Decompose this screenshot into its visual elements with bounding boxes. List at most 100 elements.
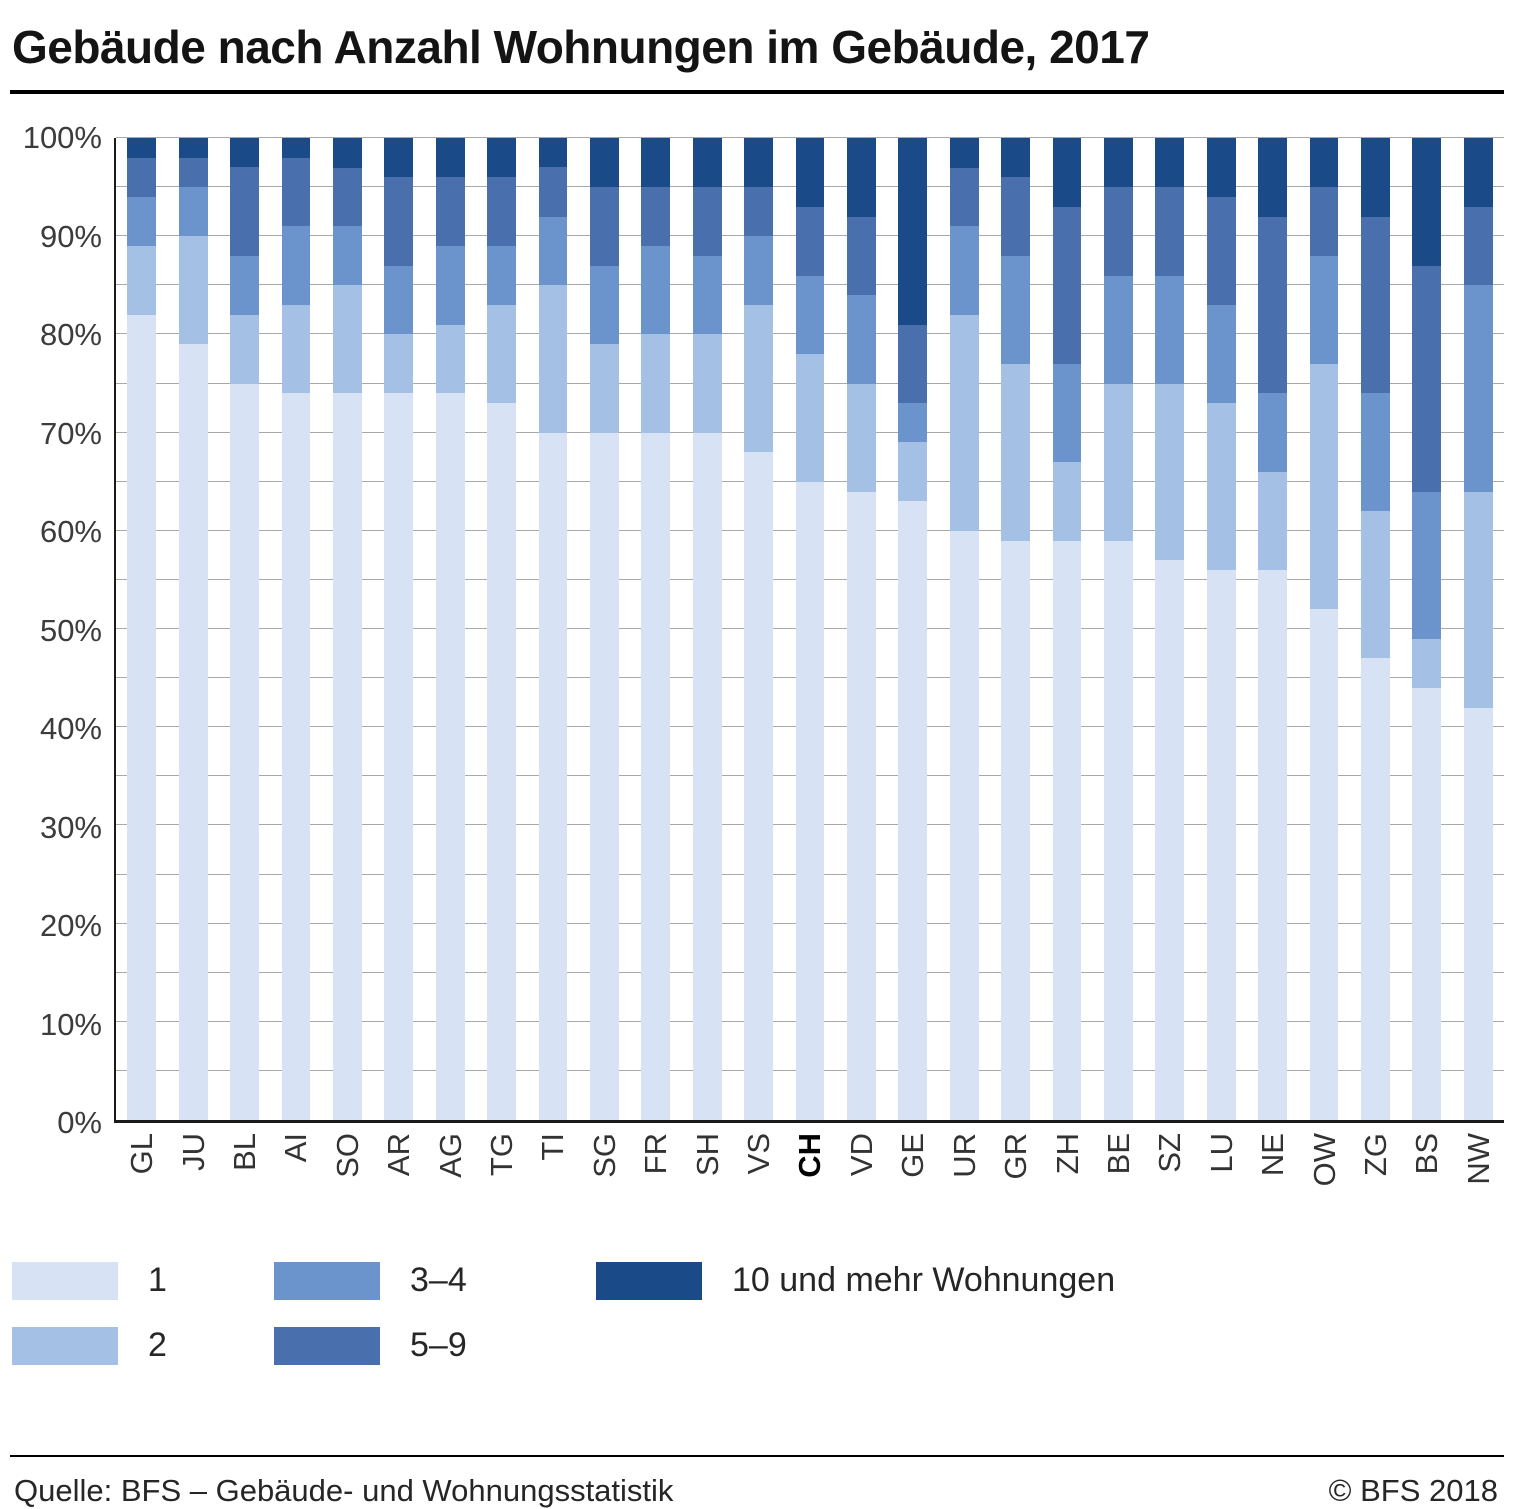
x-label-TG: TG [484, 1133, 520, 1177]
x-label-OW: OW [1306, 1133, 1342, 1187]
bar-segment-UR-5–9 [949, 167, 979, 227]
bar-GR [1001, 138, 1030, 1120]
x-label-AR: AR [381, 1133, 417, 1177]
bar-segment-AG-3–4 [435, 246, 465, 325]
bar-VD [847, 138, 876, 1120]
x-label-TI: TI [535, 1133, 571, 1161]
bar-segment-NW-2 [1463, 491, 1493, 708]
x-label-slot-LU: LU [1196, 1133, 1247, 1215]
bar-segment-SG-3–4 [589, 265, 619, 345]
bar-SG [589, 138, 619, 1120]
bar-segment-GR-5–9 [1001, 177, 1030, 256]
bar-segment-SO-1 [332, 393, 362, 1120]
bar-BL [230, 138, 259, 1120]
x-label-BE: BE [1100, 1133, 1136, 1175]
x-label-CH: CH [792, 1133, 828, 1178]
x-label-LU: LU [1203, 1133, 1239, 1173]
bar-segment-AI-2 [281, 304, 311, 394]
bar-segment-NW-5–9 [1463, 206, 1493, 286]
bar-segment-ZH-2 [1052, 462, 1082, 541]
bar-segment-FR-5–9 [641, 187, 671, 247]
x-label-ZG: ZG [1357, 1133, 1393, 1177]
bar-NW [1463, 138, 1493, 1120]
x-label-slot-GL: GL [116, 1133, 167, 1215]
bar-SO [332, 138, 362, 1120]
x-label-slot-FR: FR [630, 1133, 681, 1215]
bar-segment-BL-10 und mehr Wohnungen [230, 138, 259, 168]
bar-segment-SZ-5–9 [1155, 187, 1185, 276]
x-axis-labels: GL JU BL AI SO AR AG TG TI SG FR SH VS CH VD GE UR GR ZH BE… [116, 1123, 1504, 1215]
bar-slot-TG [476, 138, 527, 1120]
bar-segment-OW-3–4 [1309, 255, 1339, 364]
bar-segment-ZH-10 und mehr Wohnungen [1052, 138, 1082, 207]
legend-swatch-5–9 [274, 1326, 380, 1365]
bar-segment-AI-10 und mehr Wohnungen [281, 138, 311, 158]
bar-slot-BE [1093, 138, 1144, 1120]
bar-SZ [1155, 138, 1185, 1120]
legend-label-10 und mehr Wohnungen: 10 und mehr Wohnungen [732, 1261, 1116, 1299]
bar-slot-ZG [1350, 138, 1401, 1120]
x-label-slot-BS: BS [1401, 1133, 1452, 1215]
bar-slot-SO [322, 138, 373, 1120]
bar-segment-VD-2 [847, 383, 876, 492]
footer-copyright: © BFS 2018 [1328, 1473, 1498, 1508]
x-label-GE: GE [895, 1133, 931, 1178]
x-label-BL: BL [227, 1133, 263, 1171]
bar-slot-LU [1196, 138, 1247, 1120]
y-axis: 0% 10% 20% 30% 40% 50% 60% 70% 80% 90% 100% [10, 120, 114, 1140]
bar-segment-VS-3–4 [744, 236, 773, 305]
bar-slot-AG [424, 138, 475, 1120]
bar-segment-NE-5–9 [1258, 216, 1288, 394]
bar-segment-AR-1 [384, 393, 414, 1120]
bar-segment-GL-5–9 [127, 157, 157, 197]
bar-SH [692, 138, 722, 1120]
x-label-SZ: SZ [1152, 1133, 1188, 1173]
bar-segment-GE-5–9 [898, 324, 928, 404]
bar-segment-JU-2 [178, 236, 208, 345]
x-label-UR: UR [946, 1133, 982, 1178]
bar-segment-SG-10 und mehr Wohnungen [589, 138, 619, 188]
bar-segment-NE-1 [1258, 570, 1288, 1120]
x-label-ZH: ZH [1049, 1133, 1085, 1175]
bar-segment-BL-5–9 [230, 167, 259, 256]
bar-segment-GR-1 [1001, 540, 1030, 1120]
bar-segment-GE-1 [898, 501, 928, 1120]
bar-segment-BS-1 [1412, 687, 1442, 1120]
x-label-slot-ZG: ZG [1350, 1133, 1401, 1215]
bar-OW [1309, 138, 1339, 1120]
x-label-slot-CH: CH [784, 1133, 835, 1215]
x-label-slot-VD: VD [836, 1133, 887, 1215]
legend: 1 2 3–4 5–9 10 und mehr Wohnungen [12, 1261, 1504, 1365]
bar-ZH [1052, 138, 1082, 1120]
bar-segment-ZG-5–9 [1361, 216, 1390, 394]
x-label-AI: AI [278, 1133, 314, 1163]
bar-CH [795, 138, 825, 1120]
x-label-slot-AI: AI [270, 1133, 321, 1215]
bar-segment-SZ-10 und mehr Wohnungen [1155, 138, 1185, 188]
bar-segment-TG-10 und mehr Wohnungen [487, 138, 516, 178]
bar-segment-BL-3–4 [230, 255, 259, 315]
bar-AG [435, 138, 465, 1120]
bar-segment-OW-1 [1309, 609, 1339, 1120]
x-label-slot-GE: GE [887, 1133, 938, 1215]
bar-slot-TI [527, 138, 578, 1120]
page-title: Gebäude nach Anzahl Wohnungen im Gebäude… [12, 21, 1150, 73]
bar-slot-ZH [1041, 138, 1092, 1120]
bar-AI [281, 138, 311, 1120]
footer: Quelle: BFS – Gebäude- und Wohnungsstati… [10, 1455, 1504, 1509]
bar-segment-BL-2 [230, 314, 259, 384]
x-label-slot-SO: SO [322, 1133, 373, 1215]
bar-segment-ZG-10 und mehr Wohnungen [1361, 138, 1390, 217]
legend-label-1: 1 [148, 1261, 167, 1299]
footer-source: Quelle: BFS – Gebäude- und Wohnungsstati… [14, 1473, 674, 1508]
title-divider [10, 90, 1504, 94]
bar-slot-BL [219, 138, 270, 1120]
bar-segment-GR-2 [1001, 363, 1030, 541]
y-tick-10: 10% [39, 1006, 102, 1042]
x-label-BS: BS [1409, 1133, 1445, 1175]
legend-swatch-2 [12, 1326, 118, 1365]
bar-GE [898, 138, 928, 1120]
bar-slot-AR [373, 138, 424, 1120]
bar-segment-SZ-3–4 [1155, 275, 1185, 384]
gridline-100 [116, 137, 1504, 138]
